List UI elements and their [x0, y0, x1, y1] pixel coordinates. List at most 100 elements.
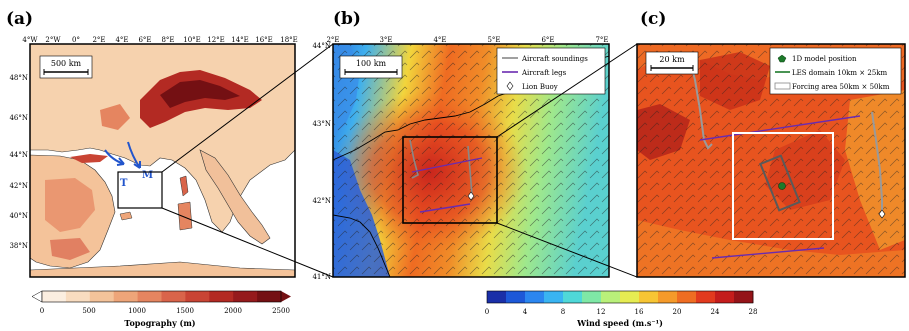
topo-color-cell	[89, 291, 115, 302]
topo-color-cell	[233, 291, 258, 302]
lat-tick: 40°N	[9, 212, 28, 220]
wind-tick: 16	[635, 308, 644, 316]
land-africa	[30, 261, 295, 277]
aircraft-leg-c-1	[699, 115, 861, 141]
alps	[140, 70, 262, 128]
forcing-area-box	[732, 132, 834, 240]
lon-tick: 6°E	[138, 36, 151, 44]
panel-b-frame	[332, 43, 610, 278]
lon-tick: 14°E	[231, 36, 249, 44]
wind-colorbar: 0 4 8 12 16 20 24 28 Wind speed (m.s⁻¹)	[485, 290, 758, 328]
panel-a: (a) 4°W 2°W 0° 2°E 4°E 6°E 8°E 10°E 12°E…	[6, 9, 298, 278]
topo-color-cell	[209, 291, 234, 302]
topo-extend-low	[31, 290, 43, 303]
pyrenees	[70, 154, 108, 163]
wind-ticks: 0 4 8 12 16 20 24 28	[485, 308, 758, 316]
wind-color-cell	[696, 291, 716, 303]
legend-model-position: 1D model position	[792, 55, 857, 63]
wind-color-cell	[563, 291, 583, 303]
panel-c-frame	[636, 43, 906, 278]
panel-b-scale-bar: 100 km	[339, 55, 403, 79]
legend-forcing-area: Forcing area 50km × 50km	[792, 83, 890, 91]
lat-tick: 38°N	[9, 242, 28, 250]
wind-tick: 0	[485, 308, 489, 316]
panel-b-study-box	[402, 136, 498, 224]
model-position-marker	[778, 182, 786, 190]
wind-tick: 28	[749, 308, 758, 316]
wind-color-cell	[658, 291, 678, 303]
legend-aircraft-legs: Aircraft legs	[521, 69, 567, 77]
wind-color-cell	[601, 291, 621, 303]
panel-c: (c) 20	[636, 9, 906, 278]
tramontane-arrow	[104, 149, 125, 165]
aircraft-sounding-c-2	[871, 111, 883, 214]
aircraft-sounding-2	[467, 145, 473, 196]
lon-tick: 12°E	[207, 36, 225, 44]
topo-color-cell	[161, 291, 186, 302]
topo-color-cell	[113, 291, 138, 302]
panel-a-study-box	[117, 171, 163, 209]
wind-tick: 8	[561, 308, 565, 316]
panel-a-lat-ticks: 48°N 46°N 44°N 42°N 40°N 38°N	[9, 74, 28, 250]
wind-color-cell	[487, 291, 507, 303]
legend-lion-buoy: Lion Buoy	[522, 83, 558, 91]
topography-label: Topography (m)	[124, 318, 195, 328]
lon-tick: 10°E	[183, 36, 201, 44]
balearic	[119, 211, 133, 221]
wind-color-cell	[734, 291, 754, 303]
lon-tick: 8°E	[161, 36, 174, 44]
lon-tick: 16°E	[255, 36, 273, 44]
lion-buoy-marker	[467, 191, 475, 201]
connector-b-c-top	[496, 43, 638, 138]
panel-c-letter: (c)	[640, 9, 666, 29]
wind-color-cell	[582, 291, 602, 303]
lat-tick: 44°N	[9, 151, 28, 159]
aircraft-sounding-1	[409, 139, 419, 179]
wind-tick: 4	[523, 308, 528, 316]
wind-tick: 20	[673, 308, 682, 316]
label-m: M	[142, 170, 153, 181]
lat-tick: 48°N	[9, 74, 28, 82]
aircraft-leg-c-2	[711, 247, 825, 259]
topo-color-cell	[137, 291, 162, 302]
legend-aircraft-soundings: Aircraft soundings	[521, 55, 588, 63]
iberia-relief-2	[50, 238, 90, 260]
topo-color-cell	[42, 291, 67, 302]
topo-color-cell	[65, 291, 91, 302]
panel-b-legend: Aircraft soundings Aircraft legs Lion Bu…	[496, 47, 606, 95]
lon-tick: 18°E	[280, 36, 298, 44]
panel-b-letter: (b)	[333, 9, 361, 29]
lon-tick: 4°W	[22, 36, 38, 44]
lat-tick: 43°N	[312, 120, 331, 128]
alps-peaks	[160, 80, 240, 108]
lon-tick: 2°W	[45, 36, 61, 44]
topo-tick: 1500	[176, 307, 194, 315]
lon-tick: 7°E	[595, 36, 608, 44]
panel-b-lat-ticks: 44°N 43°N 42°N 41°N	[312, 42, 331, 281]
panel-a-scale-label: 500 km	[51, 59, 82, 68]
panel-c-legend: 1D model position LES domain 10km × 25km…	[769, 47, 902, 95]
wind-color-cell	[620, 291, 640, 303]
topo-tick: 500	[82, 307, 95, 315]
panel-b-lon-ticks: 2°E 3°E 4°E 5°E 6°E 7°E	[326, 36, 608, 44]
panel-c-scale-label: 20 km	[659, 55, 685, 64]
topo-tick: 0	[40, 307, 44, 315]
panel-a-letter: (a)	[6, 9, 33, 29]
panel-c-scale-bar: 20 km	[645, 51, 699, 75]
massif-central	[100, 104, 130, 130]
wind-color-cell	[506, 291, 526, 303]
lat-tick: 42°N	[9, 182, 28, 190]
label-t: T	[120, 178, 128, 189]
lat-tick: 46°N	[9, 114, 28, 122]
connector-a-b-top	[161, 43, 334, 173]
wind-tick: 24	[711, 308, 720, 316]
les-domain-box	[759, 154, 801, 212]
pentagon-icon	[777, 54, 787, 63]
panel-a-scale-bar: 500 km	[39, 55, 93, 79]
connector-a-b-bottom	[161, 207, 334, 278]
legend-les-domain: LES domain 10km × 25km	[792, 69, 888, 77]
topo-tick: 1000	[128, 307, 146, 315]
lon-tick: 6°E	[541, 36, 554, 44]
panel-b: (b) 2°E 3°E 4°E 5°E 6°E 7°E 44°N 43°N 42…	[312, 9, 610, 281]
connector-b-c-bottom	[496, 222, 638, 278]
